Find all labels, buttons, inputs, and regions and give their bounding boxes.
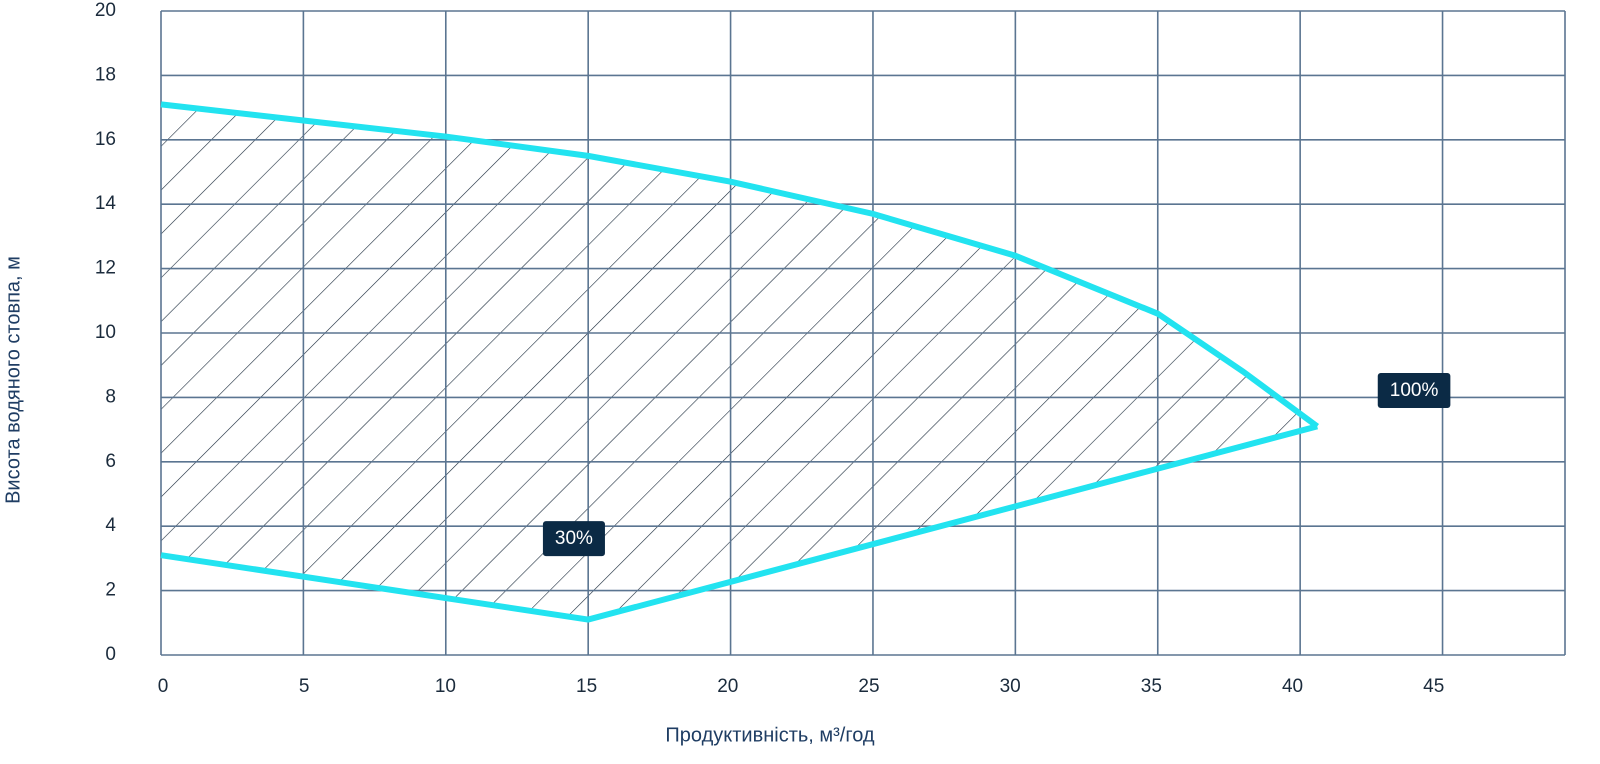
x-tick-label: 40 bbox=[1282, 676, 1303, 697]
curve bbox=[160, 423, 1319, 623]
y-tick-label: 14 bbox=[95, 193, 117, 214]
annotation-box bbox=[1377, 372, 1451, 408]
hatched-region bbox=[161, 104, 1318, 620]
x-tick-label: 25 bbox=[858, 676, 879, 697]
x-tick-label: 10 bbox=[435, 676, 456, 697]
x-tick-label: 35 bbox=[1141, 676, 1162, 697]
curve bbox=[160, 101, 1320, 429]
x-tick-label: 20 bbox=[717, 676, 738, 697]
y-tick-label: 6 bbox=[105, 451, 116, 472]
x-tick-label: 15 bbox=[576, 676, 597, 697]
x-tick-label: 5 bbox=[299, 676, 310, 697]
x-axis-title: Продуктивність, м³/год bbox=[665, 724, 874, 746]
y-tick-label: 12 bbox=[95, 258, 116, 279]
y-tick-label: 20 bbox=[95, 0, 116, 21]
y-tick-label: 4 bbox=[105, 515, 116, 536]
annotation-box bbox=[542, 521, 605, 557]
y-axis-title: Висота водяного стовпа, м bbox=[2, 256, 24, 504]
annotation-label: 30% bbox=[555, 528, 593, 549]
y-tick-label: 0 bbox=[105, 644, 116, 665]
y-tick-label: 10 bbox=[95, 322, 116, 343]
annotation-label: 100% bbox=[1390, 380, 1439, 401]
x-tick-label: 45 bbox=[1423, 676, 1444, 697]
y-tick-label: 2 bbox=[105, 580, 116, 601]
y-tick-label: 18 bbox=[95, 64, 116, 85]
x-tick-label: 30 bbox=[1000, 676, 1021, 697]
y-tick-label: 8 bbox=[105, 386, 116, 407]
y-tick-label: 16 bbox=[95, 129, 116, 150]
x-tick-label: 0 bbox=[158, 676, 169, 697]
